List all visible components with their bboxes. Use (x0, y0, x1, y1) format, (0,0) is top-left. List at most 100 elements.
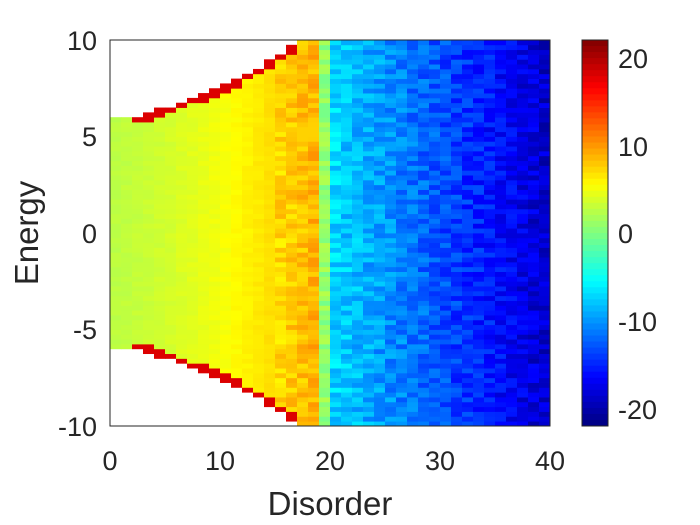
heatmap-cell (374, 213, 386, 219)
heatmap-cell (264, 97, 276, 104)
heatmap-cell (176, 150, 188, 157)
heatmap-cell (418, 136, 430, 142)
heatmap-cell (539, 363, 551, 369)
heatmap-cell (484, 315, 496, 321)
heatmap-cell (264, 223, 276, 229)
heatmap-cell (418, 392, 430, 398)
heatmap-cell (198, 150, 210, 157)
heatmap-cell (429, 102, 441, 108)
heatmap-cell (198, 93, 210, 99)
heatmap-cell (308, 247, 320, 253)
heatmap-cell (473, 64, 485, 70)
heatmap-cell (363, 97, 375, 104)
heatmap-cell (484, 44, 496, 51)
heatmap-cell (275, 290, 287, 297)
heatmap-cell (264, 179, 276, 186)
heatmap-cell (440, 126, 452, 133)
heatmap-cell (539, 170, 551, 176)
heatmap-cell (209, 319, 221, 326)
heatmap-cell (440, 319, 452, 326)
heatmap-cell (352, 310, 364, 316)
heatmap-cell (506, 286, 518, 292)
heatmap-cell (121, 266, 133, 272)
heatmap-cell (396, 59, 408, 65)
heatmap-cell (319, 208, 331, 215)
heatmap-cell (495, 266, 507, 272)
heatmap-cell (110, 266, 122, 272)
heatmap-cell (121, 281, 133, 287)
heatmap-cell (484, 59, 496, 65)
heatmap-cell (374, 155, 386, 162)
heatmap-cell (330, 377, 342, 383)
heatmap-cell (506, 73, 518, 79)
heatmap-cell (121, 141, 133, 147)
heatmap-cell (440, 416, 452, 422)
heatmap-cell (451, 49, 463, 55)
heatmap-cell (429, 107, 441, 113)
heatmap-cell (495, 334, 507, 340)
heatmap-cell (363, 218, 375, 224)
heatmap-cell (418, 218, 430, 224)
heatmap-cell (341, 315, 353, 321)
heatmap-cell (319, 276, 331, 282)
heatmap-cell (286, 68, 298, 75)
heatmap-cell (220, 281, 232, 287)
heatmap-cell (275, 276, 287, 282)
heatmap-cell (242, 266, 254, 272)
heatmap-cell (451, 117, 463, 123)
colorbar-segment (582, 287, 608, 294)
heatmap-cell (242, 358, 254, 364)
heatmap-cell (176, 223, 188, 229)
heatmap-cell (297, 358, 309, 364)
heatmap-cell (539, 160, 551, 166)
heatmap-cell (407, 261, 419, 268)
heatmap-cell (407, 353, 419, 359)
heatmap-cell (198, 281, 210, 287)
heatmap-cell (110, 319, 122, 326)
heatmap-cell (341, 372, 353, 379)
heatmap-cell (264, 368, 276, 374)
heatmap-cell (187, 102, 199, 108)
heatmap-cell (440, 401, 452, 408)
heatmap-cell (297, 324, 309, 330)
heatmap-cell (495, 276, 507, 282)
heatmap-cell (264, 208, 276, 215)
heatmap-cell (143, 131, 155, 137)
heatmap-cell (451, 310, 463, 316)
heatmap-cell (528, 343, 540, 350)
heatmap-cell (308, 310, 320, 316)
heatmap-cell (297, 329, 309, 335)
heatmap-cell (209, 252, 221, 258)
heatmap-cell (264, 155, 276, 162)
heatmap-cell (385, 387, 397, 393)
heatmap-cell (484, 358, 496, 364)
heatmap-cell (528, 358, 540, 364)
heatmap-cell (385, 194, 397, 200)
heatmap-cell (385, 141, 397, 147)
heatmap-cell (198, 290, 210, 297)
heatmap-cell (341, 295, 353, 301)
heatmap-cell (451, 136, 463, 142)
heatmap-cell (132, 247, 144, 253)
heatmap-cell (484, 208, 496, 215)
heatmap-cell (275, 387, 287, 393)
heatmap-cell (220, 122, 232, 128)
heatmap-cell (297, 160, 309, 166)
heatmap-cell (374, 40, 386, 46)
heatmap-cell (374, 78, 386, 84)
heatmap-cell (143, 199, 155, 205)
heatmap-cell (495, 416, 507, 422)
heatmap-cell (506, 88, 518, 94)
heatmap-cell (407, 363, 419, 369)
colorbar-segment (582, 269, 608, 276)
colorbar-segment (582, 353, 608, 361)
heatmap-cell (341, 353, 353, 359)
heatmap-cell (484, 421, 496, 427)
heatmap-cell (231, 261, 243, 268)
heatmap-cell (154, 261, 166, 268)
heatmap-cell (319, 319, 331, 326)
heatmap-cell (418, 358, 430, 364)
heatmap-cell (495, 179, 507, 186)
heatmap-cell (418, 49, 430, 55)
heatmap-cell (429, 334, 441, 340)
